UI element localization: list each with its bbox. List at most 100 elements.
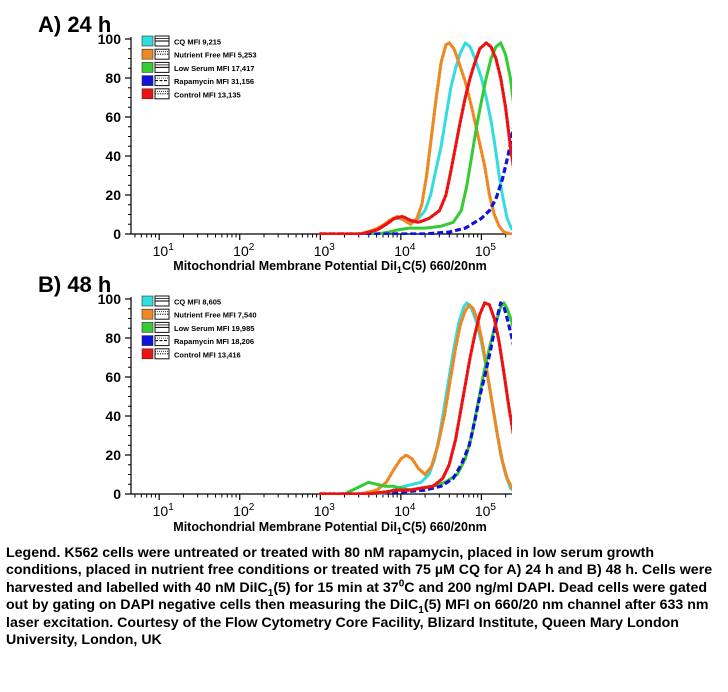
x-tick-label: 101 bbox=[153, 502, 175, 519]
legend-line-style-icon bbox=[154, 88, 170, 100]
y-tick-label: 20 bbox=[105, 187, 121, 203]
legend-line-style-box bbox=[154, 88, 170, 100]
y-tick-label: 40 bbox=[105, 408, 121, 424]
x-axis-label-sub: 1 bbox=[397, 526, 402, 536]
legend-label-cq: CQ MFI 9,215 bbox=[174, 38, 221, 47]
caption-text-segment: (5) for 15 min at 37 bbox=[273, 579, 399, 596]
x-tick-label: 104 bbox=[394, 502, 416, 519]
x-tick-label: 103 bbox=[314, 242, 336, 259]
legend-swatch-low_serum bbox=[141, 62, 154, 73]
x-axis-label-main: Mitochondrial Membrane Potential DiI bbox=[173, 259, 397, 273]
legend-line-style-box bbox=[154, 348, 170, 360]
x-tick-exp: 1 bbox=[168, 242, 174, 253]
x-tick-exp: 3 bbox=[329, 502, 335, 513]
legend-swatch-rapamycin bbox=[141, 75, 154, 86]
legend-label-rapamycin: Rapamycin MFI 31,156 bbox=[174, 77, 254, 86]
x-tick-label: 105 bbox=[475, 502, 497, 519]
chart-title: A) 24 h bbox=[38, 12, 111, 37]
x-tick-exp: 5 bbox=[490, 502, 496, 513]
legend-label-nutrient_free: Nutrient Free MFI 7,540 bbox=[174, 311, 257, 320]
legend-line-style-icon bbox=[154, 321, 170, 333]
y-tick-label: 0 bbox=[113, 226, 121, 242]
x-tick-label: 102 bbox=[233, 242, 255, 259]
x-tick-exp: 2 bbox=[249, 242, 255, 253]
plot-area bbox=[318, 41, 512, 235]
y-tick-label: 80 bbox=[105, 70, 121, 86]
x-tick-exp: 4 bbox=[410, 242, 416, 253]
caption-text-segment: 1 bbox=[267, 587, 274, 599]
legend-swatch-control bbox=[141, 88, 154, 100]
x-axis-label: Mitochondrial Membrane Potential DiI1C(5… bbox=[173, 520, 486, 536]
legend-line-style-icon bbox=[154, 61, 170, 73]
legend: CQ MFI 8,605 Nutrient Free MFI 7,540 Low S… bbox=[139, 294, 267, 363]
legend-line-style-icon bbox=[154, 75, 170, 87]
caption-text-segment: µ bbox=[434, 562, 444, 579]
series-line-control bbox=[318, 41, 512, 235]
series-line-rapamycin bbox=[320, 301, 512, 495]
x-tick-base: 10 bbox=[153, 243, 169, 259]
y-tick-label: 80 bbox=[105, 330, 121, 346]
legend-line-style-icon bbox=[154, 335, 170, 347]
x-axis-label-main: Mitochondrial Membrane Potential DiI bbox=[173, 520, 397, 534]
y-tick-label: 0 bbox=[113, 486, 121, 502]
legend-label-cq: CQ MFI 8,605 bbox=[174, 298, 221, 307]
caption-text-segment: (5) MFI on 660/20 nm channel after 633 n… bbox=[6, 597, 709, 649]
caption-text-segment: C and 200 ng/ml DAPI. Dead cells were ga… bbox=[6, 579, 708, 614]
series-line-control bbox=[318, 301, 512, 495]
legend-label-control: Control MFI 13,416 bbox=[174, 350, 241, 359]
x-tick-base: 10 bbox=[394, 243, 410, 259]
legend-swatch-rapamycin bbox=[141, 335, 154, 346]
series-line-nutrient_free bbox=[318, 303, 512, 495]
series-line-low_serum bbox=[320, 41, 512, 235]
legend-label-low_serum: Low Serum MFI 17,417 bbox=[174, 64, 254, 73]
caption-legend-label: Legend. bbox=[6, 545, 61, 561]
x-tick-base: 10 bbox=[153, 503, 169, 519]
x-tick-label: 104 bbox=[394, 242, 416, 259]
x-tick-exp: 3 bbox=[329, 242, 335, 253]
x-axis-label: Mitochondrial Membrane Potential DiI1C(5… bbox=[173, 259, 486, 275]
y-tick-label: 60 bbox=[105, 109, 121, 125]
x-tick-base: 10 bbox=[233, 243, 249, 259]
x-axis-label-rest: C(5) 660/20nm bbox=[402, 520, 487, 534]
legend-line-style-icon bbox=[154, 48, 170, 60]
series-line-cq bbox=[320, 301, 512, 495]
y-tick-label: 100 bbox=[98, 291, 122, 307]
legend-swatch-cq bbox=[141, 295, 154, 307]
caption-text-segment: K562 cells were untreated or treated wit… bbox=[6, 545, 655, 579]
legend-swatch-nutrient_free bbox=[141, 308, 154, 320]
y-tick-label: 100 bbox=[98, 31, 122, 47]
x-tick-exp: 5 bbox=[490, 242, 496, 253]
legend-label-nutrient_free: Nutrient Free MFI 5,253 bbox=[174, 51, 257, 60]
legend-label-control: Control MFI 13,135 bbox=[174, 90, 241, 99]
x-tick-base: 10 bbox=[233, 503, 249, 519]
legend: CQ MFI 9,215 Nutrient Free MFI 5,253 Low S… bbox=[139, 34, 267, 103]
legend-line-style-icon bbox=[154, 348, 170, 360]
chart-title: B) 48 h bbox=[38, 272, 111, 297]
plot-area bbox=[318, 301, 512, 495]
x-tick-exp: 2 bbox=[249, 502, 255, 513]
x-tick-label: 101 bbox=[153, 242, 175, 259]
x-tick-base: 10 bbox=[475, 503, 491, 519]
x-tick-base: 10 bbox=[475, 243, 491, 259]
legend-label-rapamycin: Rapamycin MFI 18,206 bbox=[174, 337, 254, 346]
legend-swatch-control bbox=[141, 348, 154, 360]
caption-text-segment: 0 bbox=[398, 578, 405, 590]
legend-swatch-low_serum bbox=[141, 322, 154, 333]
x-tick-label: 102 bbox=[233, 502, 255, 519]
x-tick-base: 10 bbox=[394, 503, 410, 519]
x-tick-exp: 1 bbox=[168, 502, 174, 513]
y-tick-label: 20 bbox=[105, 447, 121, 463]
legend-line-style-icon bbox=[154, 35, 170, 47]
x-axis-label-rest: C(5) 660/20nm bbox=[402, 259, 487, 273]
x-tick-label: 105 bbox=[475, 242, 497, 259]
legend-swatch-nutrient_free bbox=[141, 48, 154, 60]
legend-swatch-cq bbox=[141, 35, 154, 47]
legend-line-style-box bbox=[154, 48, 170, 60]
x-tick-exp: 4 bbox=[410, 502, 416, 513]
y-tick-label: 60 bbox=[105, 369, 121, 385]
x-tick-base: 10 bbox=[314, 503, 330, 519]
x-axis-label-sub: 1 bbox=[397, 265, 402, 275]
x-tick-base: 10 bbox=[314, 243, 330, 259]
